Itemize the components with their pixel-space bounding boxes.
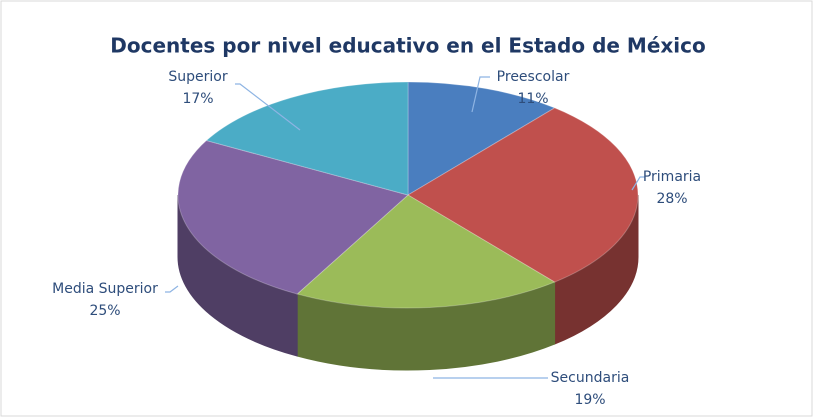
slice-value-label: 28% [656,191,687,207]
slice [205,81,409,196]
leader-line [471,76,490,113]
slice-label: Media Superior [52,281,158,297]
slice-label: Secundaria [551,370,630,386]
slice-label: Primaria [643,169,701,185]
slice-value-label: 17% [182,91,213,107]
slice-value-label: 19% [574,392,605,408]
slice [177,140,410,295]
leader-line [631,176,645,191]
slice [296,194,556,309]
slice-value-label: 25% [89,303,120,319]
chart-title: Docentes por nivel educativo en el Estad… [110,34,705,58]
leader-line [165,285,179,293]
slice [407,81,556,196]
slice [407,107,639,283]
leader-line [235,83,301,131]
slice-value-label: 11% [517,91,548,107]
slice-label: Preescolar [497,69,570,85]
slice-label: Superior [168,69,227,85]
